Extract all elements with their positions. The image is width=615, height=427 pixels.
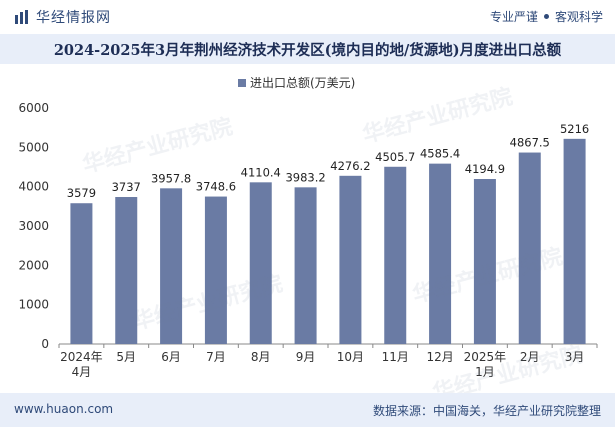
data-label: 3748.6 bbox=[196, 180, 236, 194]
bar bbox=[473, 179, 496, 344]
brand-logo-icon bbox=[15, 10, 28, 24]
bar bbox=[429, 163, 452, 344]
x-tick-label: 12月 bbox=[426, 350, 453, 364]
y-tick-label: 3000 bbox=[18, 219, 49, 233]
bar bbox=[70, 203, 93, 344]
data-label: 3737 bbox=[112, 180, 141, 194]
x-tick-label: 3月 bbox=[565, 350, 585, 364]
x-tick-label: 2024年 4月 bbox=[60, 350, 103, 379]
data-label: 4110.4 bbox=[241, 165, 281, 179]
bar bbox=[160, 188, 183, 344]
site-url: www.huaon.com bbox=[14, 402, 114, 416]
x-tick-label: 11月 bbox=[382, 350, 409, 364]
x-tick-label: 7月 bbox=[206, 350, 226, 364]
y-tick-label: 5000 bbox=[18, 140, 49, 154]
tagline: 专业严谨 客观科学 bbox=[490, 8, 603, 25]
data-label: 4276.2 bbox=[330, 159, 370, 173]
bar-chart: 进出口总额(万美元) 0 1000 2000 3000 4000 5000 6000 3579 2… bbox=[18, 76, 598, 379]
bar bbox=[339, 175, 362, 344]
data-label: 4867.5 bbox=[510, 136, 550, 150]
y-tick-label: 4000 bbox=[18, 180, 49, 194]
bar bbox=[294, 187, 317, 344]
y-tick-label: 1000 bbox=[18, 298, 49, 312]
data-label: 3957.8 bbox=[151, 171, 191, 185]
bar bbox=[563, 138, 586, 344]
legend-label: 进出口总额(万美元) bbox=[250, 76, 355, 90]
separator-dot-icon bbox=[543, 14, 549, 19]
top-bar: 华经情报网 专业严谨 客观科学 bbox=[0, 0, 615, 34]
data-label: 5216 bbox=[560, 122, 589, 136]
data-label: 4585.4 bbox=[420, 147, 460, 161]
y-tick-label: 6000 bbox=[18, 101, 49, 115]
brand: 华经情报网 bbox=[14, 7, 111, 27]
chart-title: 2024-2025年3月年荆州经济技术开发区(境内目的地/货源地)月度进出口总额 bbox=[53, 42, 562, 59]
bar bbox=[249, 182, 272, 344]
x-tick-label: 5月 bbox=[116, 350, 136, 364]
footer-band: www.huaon.com 数据来源：中国海关，华经产业研究院整理 bbox=[0, 393, 615, 427]
bar bbox=[518, 152, 541, 344]
bar bbox=[204, 196, 227, 344]
y-tick-label: 0 bbox=[41, 337, 49, 351]
x-tick-label: 2月 bbox=[520, 350, 540, 364]
x-tick-label: 9月 bbox=[296, 350, 316, 364]
legend-swatch bbox=[238, 79, 246, 87]
data-label: 3983.2 bbox=[285, 170, 325, 184]
data-label: 4505.7 bbox=[375, 150, 415, 164]
bar bbox=[384, 166, 407, 344]
data-source: 数据来源：中国海关，华经产业研究院整理 bbox=[372, 404, 601, 418]
bar bbox=[115, 197, 138, 344]
tagline-item: 专业严谨 bbox=[489, 10, 538, 24]
data-label: 4194.9 bbox=[465, 162, 505, 176]
tagline-item: 客观科学 bbox=[554, 10, 603, 24]
y-tick-label: 2000 bbox=[18, 258, 49, 272]
x-tick-label: 6月 bbox=[161, 350, 181, 364]
x-tick-label: 8月 bbox=[251, 350, 271, 364]
data-label: 3579 bbox=[67, 186, 96, 200]
title-band: 2024-2025年3月年荆州经济技术开发区(境内目的地/货源地)月度进出口总额 bbox=[0, 34, 615, 64]
x-tick-label: 10月 bbox=[337, 350, 364, 364]
x-tick-label: 2025年 1月 bbox=[464, 350, 507, 379]
brand-name: 华经情报网 bbox=[36, 10, 111, 26]
